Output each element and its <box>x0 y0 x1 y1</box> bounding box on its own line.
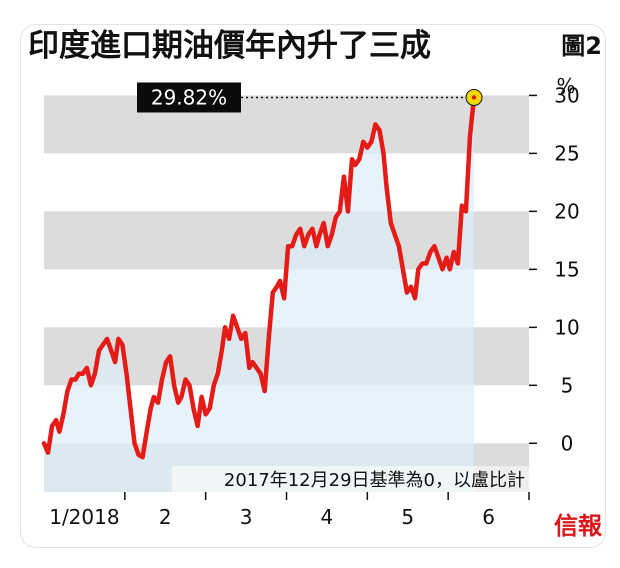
y-tick-label: 5 <box>561 373 574 397</box>
series-line <box>41 95 477 460</box>
line-layer <box>41 95 477 460</box>
grid-band <box>44 95 529 154</box>
y-tick-label: 0 <box>561 431 574 455</box>
y-tick-label: 20 <box>554 199 579 223</box>
series-area <box>44 97 474 492</box>
annotation-box <box>137 82 241 113</box>
y-tick-label: 10 <box>554 315 579 339</box>
y-axis: 0 5 10 15 20 25 30 <box>529 83 580 455</box>
chart-title: 印度進口期油價年內升了三成 <box>28 28 431 64</box>
x-axis: 1/2018 2 3 4 5 6 <box>49 492 530 529</box>
x-tick-label: 3 <box>240 505 253 529</box>
x-tick-label: 5 <box>401 505 414 529</box>
figure-label: 圖2 <box>561 32 602 60</box>
area-layer <box>44 97 474 492</box>
x-tick-label: 6 <box>482 505 495 529</box>
x-tick-label: 2 <box>159 505 172 529</box>
y-tick-label: 25 <box>554 141 579 165</box>
note-background <box>172 466 529 492</box>
x-tick-label: 1/2018 <box>49 505 119 529</box>
publisher-logo: 信報 <box>554 511 603 540</box>
y-tick-label: 30 <box>554 83 579 107</box>
baseline-note: 2017年12月29日基準為0，以盧比計 <box>224 470 525 491</box>
y-unit-label: % <box>556 74 575 98</box>
y-tick-label: 15 <box>554 257 579 281</box>
end-point-dot <box>471 95 477 100</box>
annotation-label: 29.82% <box>151 85 227 109</box>
x-tick-label: 4 <box>321 505 334 529</box>
